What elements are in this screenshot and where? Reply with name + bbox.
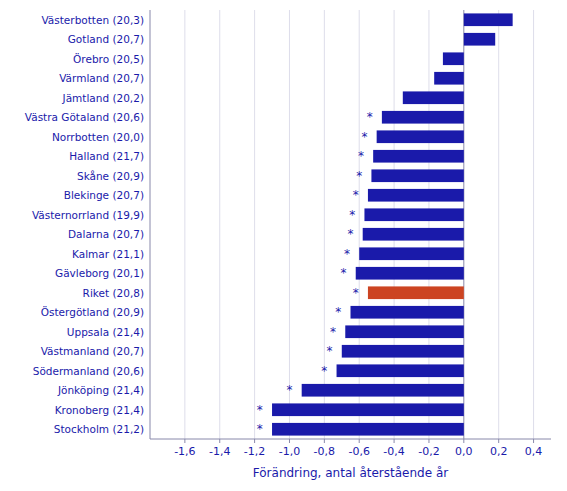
y-ticks: Västerbotten (20,3) Gotland (20,7) Örebro …: [25, 14, 144, 436]
category-label: Dalarna (20,7): [68, 228, 144, 240]
tick-mark: [184, 439, 185, 443]
category-label: Jämtland (20,2): [62, 92, 144, 104]
category-label: Stockholm (21,2): [54, 423, 144, 435]
tick-label: -0,6: [348, 445, 369, 458]
category-label: Kalmar (21,1): [72, 248, 144, 260]
tick-label: -1,0: [279, 445, 300, 458]
tick-label: -0,4: [383, 445, 404, 458]
category-label: Värmland (20,7): [59, 72, 144, 84]
bar: [342, 345, 464, 358]
tick-mark: [324, 439, 325, 443]
significance-star: *: [349, 208, 355, 222]
tick-mark: [498, 439, 499, 443]
grid-line: [533, 10, 534, 439]
category-label: Gotland (20,7): [68, 33, 144, 45]
bar: [368, 189, 464, 202]
significance-star: *: [358, 149, 364, 163]
bar: [364, 208, 463, 221]
significance-star: *: [321, 364, 327, 378]
tick-mark: [533, 439, 534, 443]
category-label: Kronoberg (21,4): [55, 404, 144, 416]
significance-star: *: [356, 169, 362, 183]
category-label: Östergötland (20,9): [41, 306, 144, 318]
tick-mark: [289, 439, 290, 443]
bar: [363, 228, 464, 241]
bar: [272, 403, 464, 416]
bar: [464, 13, 513, 26]
bar: [368, 286, 464, 299]
significance-star: *: [348, 227, 354, 241]
bar: [356, 267, 464, 280]
tick-mark: [463, 439, 464, 443]
annotations: *****************: [257, 110, 373, 436]
category-label: Halland (21,7): [69, 150, 144, 162]
category-label: Södermanland (20,6): [33, 365, 144, 377]
significance-star: *: [330, 325, 336, 339]
bar: [272, 423, 464, 436]
bar: [371, 169, 463, 182]
chart: -1,6 -1,4 -1,2 -1,0 -0,8 -0,6 -0,4 -0,2 0,0 0,2 0,…: [0, 0, 567, 491]
significance-star: *: [335, 305, 341, 319]
significance-star: *: [344, 247, 350, 261]
significance-star: *: [367, 110, 373, 124]
category-label: Örebro (20,5): [73, 53, 144, 65]
category-label: Gävleborg (20,1): [55, 267, 144, 279]
significance-star: *: [353, 286, 359, 300]
x-axis-line: [150, 439, 551, 440]
bar: [464, 33, 495, 46]
bar: [302, 384, 464, 397]
significance-star: *: [257, 422, 263, 436]
tick-mark: [219, 439, 220, 443]
tick-mark: [394, 439, 395, 443]
bar: [434, 72, 464, 85]
category-label: Västernorrland (19,9): [32, 209, 144, 221]
category-label: Uppsala (21,4): [67, 326, 144, 338]
bar: [359, 247, 464, 260]
bar: [351, 306, 464, 319]
grid: [185, 10, 534, 439]
grid-line: [498, 10, 499, 439]
bar: [382, 111, 464, 124]
tick-label: -1,6: [174, 445, 195, 458]
bar: [345, 325, 464, 338]
category-label: Västmanland (20,7): [41, 345, 144, 357]
x-ticks: -1,6 -1,4 -1,2 -1,0 -0,8 -0,6 -0,4 -0,2 0,0 0,2 0,…: [174, 439, 542, 458]
x-axis-label: Förändring, antal återstående år: [253, 466, 448, 480]
grid-line: [289, 10, 290, 439]
category-label: Norrbotten (20,0): [52, 131, 144, 143]
tick-label: 0,0: [455, 445, 473, 458]
grid-line: [254, 10, 255, 439]
tick-label: -0,8: [314, 445, 335, 458]
category-label: Blekinge (20,7): [64, 189, 144, 201]
significance-star: *: [353, 188, 359, 202]
tick-label: -0,2: [418, 445, 439, 458]
y-axis-line: [150, 10, 151, 439]
category-label: Riket (20,8): [83, 287, 144, 299]
significance-star: *: [341, 266, 347, 280]
bar: [377, 130, 464, 143]
grid-line: [219, 10, 220, 439]
tick-label: -1,4: [209, 445, 230, 458]
category-label: Jönköping (21,4): [57, 384, 144, 396]
tick-mark: [359, 439, 360, 443]
significance-star: *: [286, 383, 292, 397]
significance-star: *: [361, 130, 367, 144]
bar: [373, 150, 464, 163]
bars: [272, 13, 513, 435]
bar: [443, 52, 464, 65]
tick-label: -1,2: [244, 445, 265, 458]
tick-mark: [428, 439, 429, 443]
significance-star: *: [257, 403, 263, 417]
grid-line: [184, 10, 185, 439]
tick-mark: [254, 439, 255, 443]
tick-label: 0,2: [490, 445, 508, 458]
category-label: Västerbotten (20,3): [41, 14, 144, 26]
significance-star: *: [327, 344, 333, 358]
category-label: Skåne (20,9): [77, 170, 144, 182]
category-label: Västra Götaland (20,6): [25, 111, 144, 123]
tick-label: 0,4: [525, 445, 543, 458]
bar: [403, 91, 464, 104]
bar: [337, 364, 464, 377]
